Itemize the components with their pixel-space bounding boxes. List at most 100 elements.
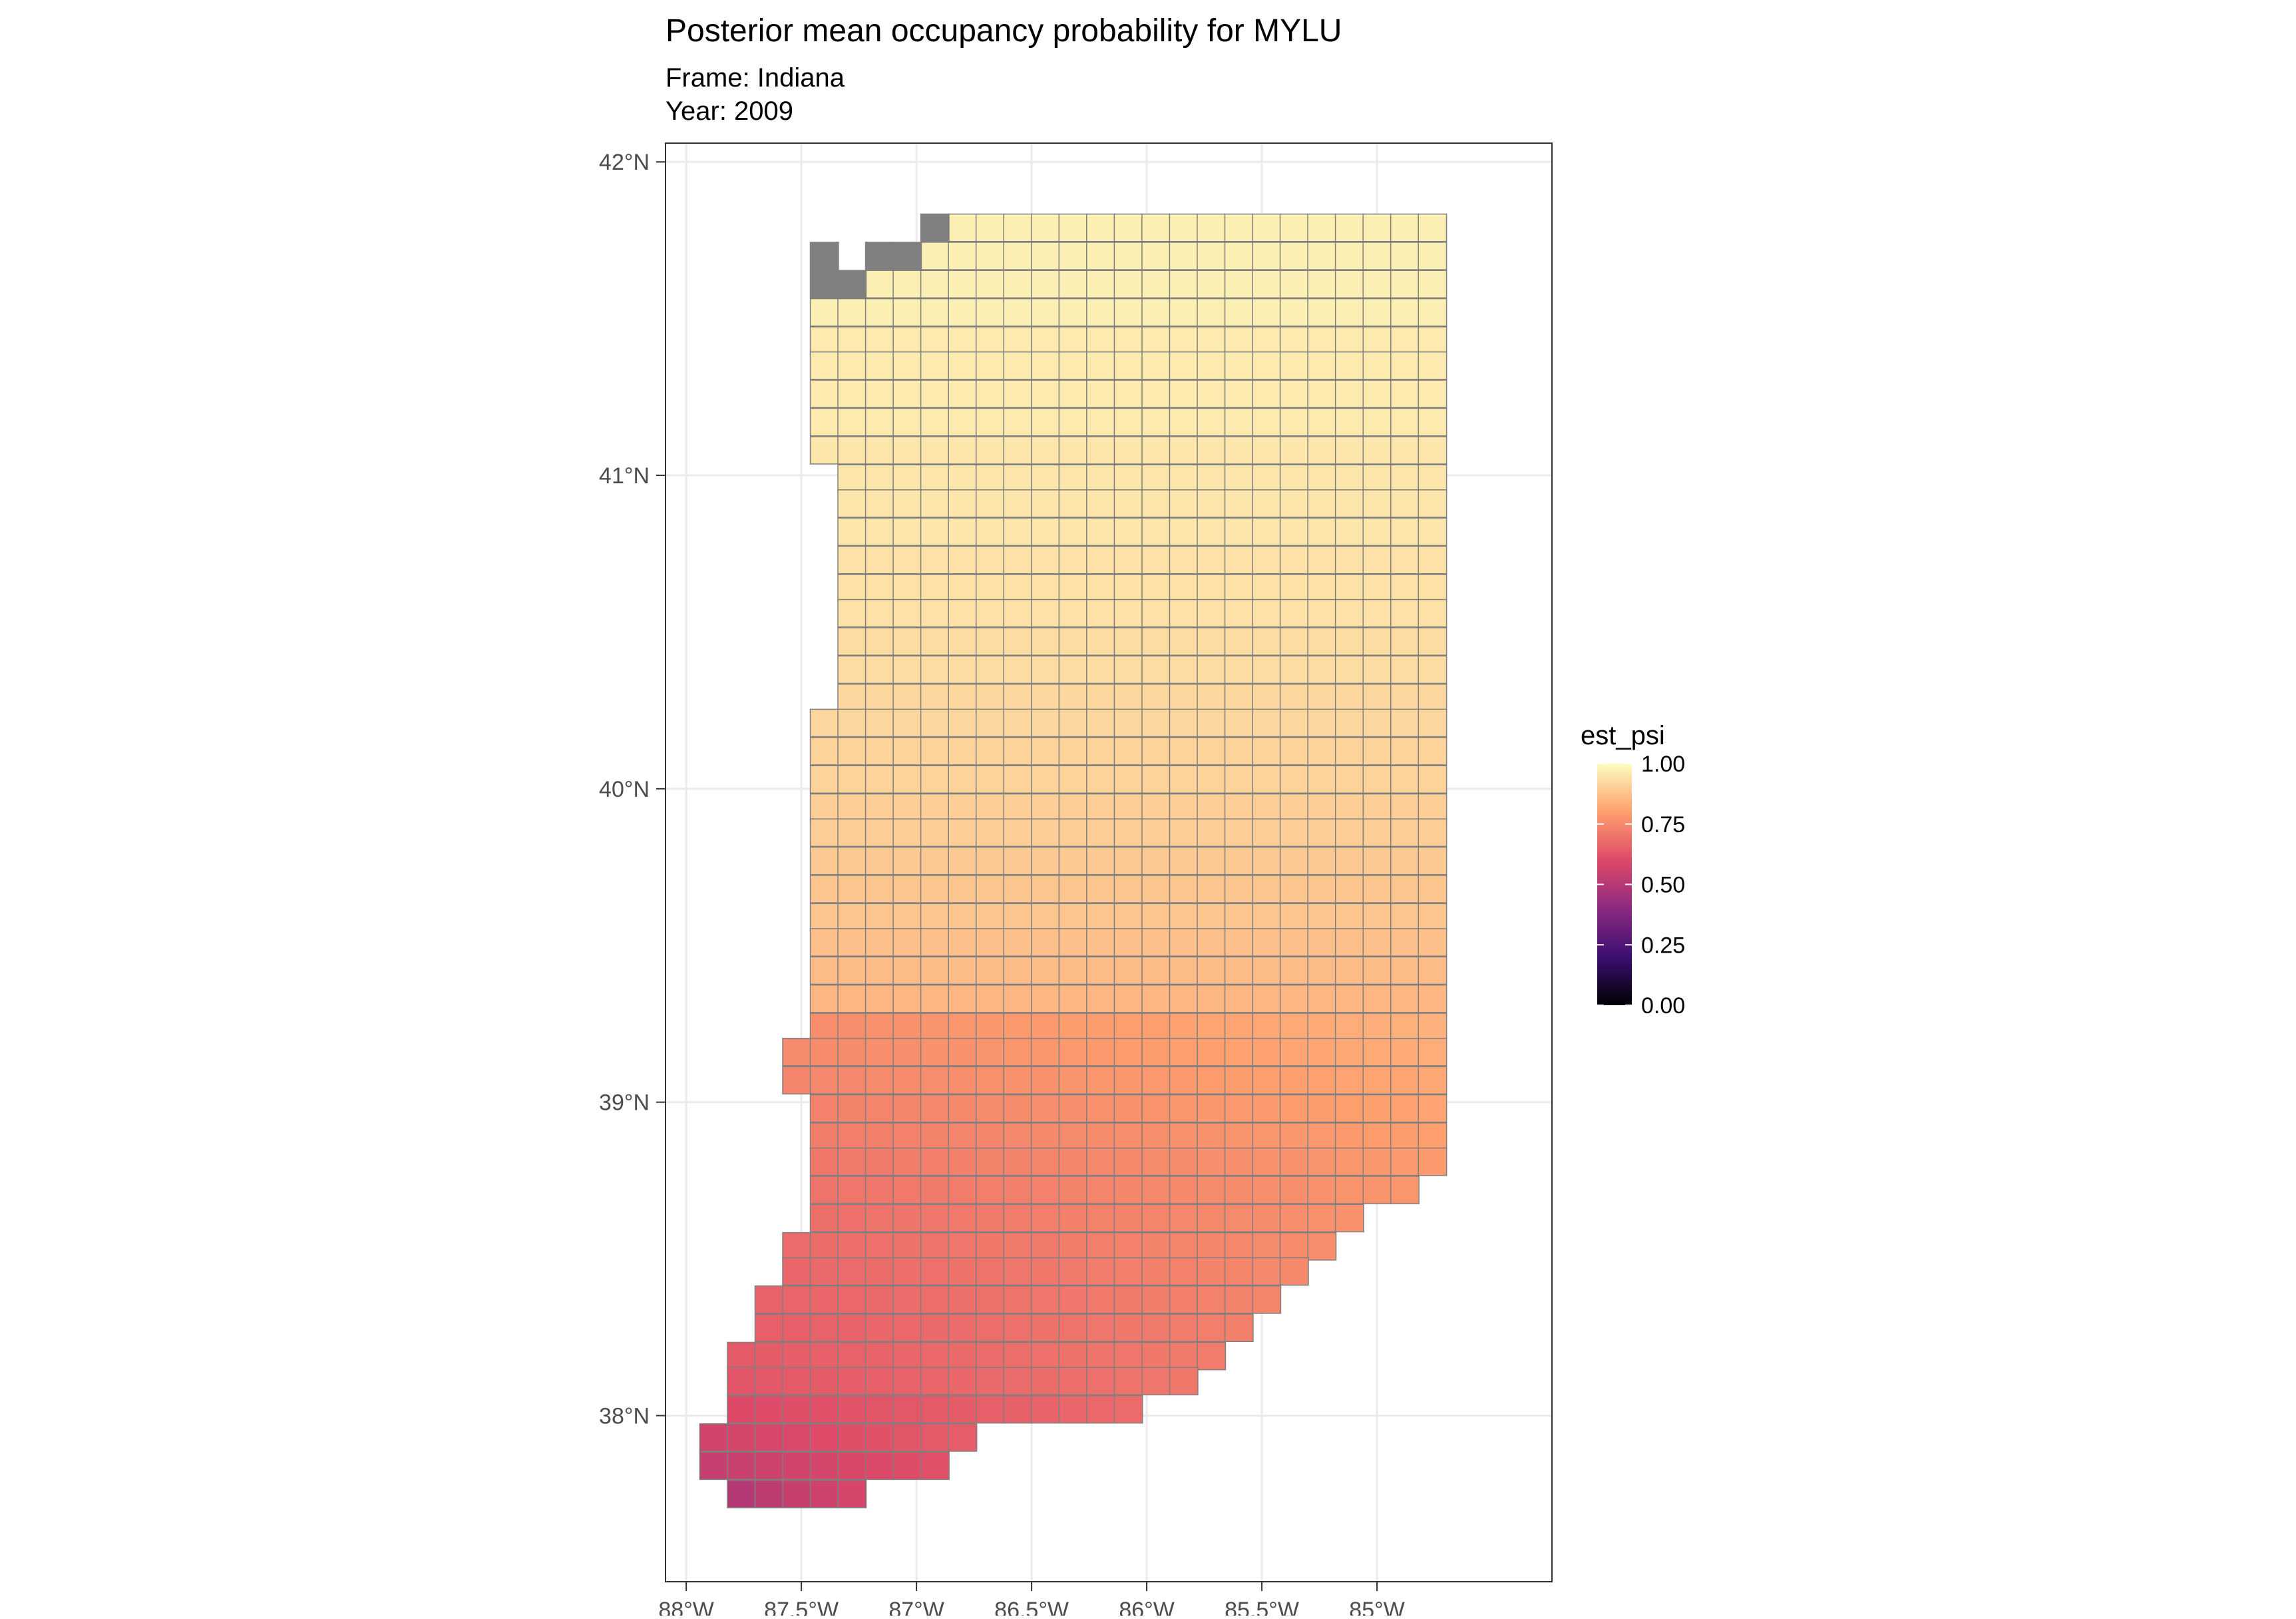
cell-r21-c10 [1086, 793, 1116, 822]
cell-r23-c10 [1086, 846, 1116, 875]
cell-r43-c7 [920, 1395, 950, 1424]
cell-r17-c19 [1362, 683, 1392, 712]
cell-r34-c13 [1169, 1147, 1199, 1176]
cell-r6-c18 [1307, 379, 1337, 408]
cell-r28-c1 [837, 984, 867, 1013]
cell-r3-c0 [809, 298, 839, 327]
cell-r37-c17 [1252, 1232, 1282, 1261]
cell-r5-c10 [1086, 351, 1116, 380]
cell-r20-c16 [1252, 765, 1282, 794]
cell-r33-c6 [975, 1122, 1005, 1151]
cell-r22-c21 [1390, 818, 1420, 847]
cell-r26-c5 [948, 928, 978, 957]
cell-r42-c9 [976, 1367, 1005, 1396]
cell-r10-c0 [837, 489, 867, 518]
cell-r40-c10 [1031, 1313, 1060, 1342]
cell-r5-c9 [1058, 351, 1088, 380]
cell-r1-c8 [1141, 242, 1171, 270]
cell-r3-c20 [1362, 298, 1392, 327]
cell-r28-c19 [1334, 984, 1364, 1013]
cell-r40-c13 [1113, 1313, 1143, 1342]
cell-r14-c6 [1003, 598, 1033, 628]
cell-r8-c2 [864, 436, 894, 465]
cell-r23-c3 [892, 846, 922, 875]
cell-r4-c13 [1169, 326, 1199, 355]
cell-r0-c17 [1418, 213, 1447, 242]
cell-r23-c15 [1224, 846, 1254, 875]
cell-r38-c4 [892, 1257, 922, 1286]
cell-r0-c2 [1003, 213, 1033, 242]
cell-r14-c1 [864, 598, 894, 628]
cell-r44-c8 [920, 1423, 950, 1452]
cell-r1-c14 [1307, 242, 1337, 270]
cell-r44-c3 [782, 1423, 812, 1452]
cell-r36-c9 [1058, 1204, 1088, 1233]
cell-r2-c16 [1307, 270, 1337, 299]
cell-r37-c4 [892, 1232, 922, 1261]
cell-r9-c14 [1224, 464, 1254, 493]
cell-r27-c19 [1334, 956, 1364, 985]
cell-r29-c19 [1334, 1013, 1364, 1042]
cell-r10-c12 [1169, 489, 1199, 518]
cell-r1-c18 [1418, 242, 1447, 270]
cell-r26-c2 [864, 928, 894, 957]
cell-r41-c13 [1086, 1341, 1116, 1371]
cell-r41-c17 [1197, 1341, 1227, 1371]
cell-r38-c7 [976, 1257, 1005, 1286]
cell-r24-c10 [1086, 875, 1116, 903]
cell-r13-c8 [1058, 574, 1088, 602]
cell-r33-c17 [1279, 1122, 1309, 1151]
cell-r8-c13 [1169, 436, 1199, 465]
cell-r2-c3 [948, 270, 978, 299]
cell-r7-c6 [975, 407, 1005, 437]
cell-r12-c11 [1141, 545, 1171, 575]
cell-r3-c14 [1197, 298, 1227, 327]
cell-r45-c1 [727, 1451, 757, 1481]
cell-r0-c1 [975, 213, 1005, 242]
cell-r7-c13 [1169, 407, 1199, 437]
cell-r42-c16 [1169, 1367, 1199, 1396]
cell-r18-c4 [920, 708, 950, 738]
cell-r15-c21 [1418, 627, 1447, 656]
cell-r7-c15 [1224, 407, 1254, 437]
cell-r3-c21 [1390, 298, 1420, 327]
cell-r18-c19 [1334, 708, 1364, 738]
cell-r24-c18 [1307, 875, 1337, 903]
cell-r21-c13 [1169, 793, 1199, 822]
cell-r43-c5 [864, 1395, 894, 1424]
cell-r14-c18 [1334, 598, 1364, 628]
cell-r33-c21 [1390, 1122, 1420, 1151]
cell-r17-c16 [1279, 683, 1309, 712]
legend-title: est_psi [1581, 721, 1665, 750]
cell-r23-c8 [1031, 846, 1060, 875]
cell-r5-c14 [1197, 351, 1227, 380]
cell-r29-c2 [864, 1013, 894, 1042]
cell-r37-c11 [1086, 1232, 1116, 1261]
cell-r42-c7 [920, 1367, 950, 1396]
cell-r18-c3 [892, 708, 922, 738]
cell-r7-c22 [1418, 407, 1447, 437]
cell-r21-c2 [864, 793, 894, 822]
cell-r44-c6 [864, 1423, 894, 1452]
cell-r17-c8 [1058, 683, 1088, 712]
cell-r30-c16 [1224, 1037, 1254, 1066]
cell-r8-c19 [1334, 436, 1364, 465]
cell-r41-c3 [809, 1341, 839, 1371]
cell-r27-c11 [1113, 956, 1143, 985]
cell-r26-c9 [1058, 928, 1088, 957]
cell-r39-c8 [976, 1285, 1005, 1314]
cell-r11-c3 [920, 517, 950, 547]
cell-r31-c11 [1086, 1066, 1116, 1095]
cell-r11-c12 [1169, 517, 1199, 547]
cell-r35-c8 [1031, 1176, 1060, 1204]
cell-r0-c11 [1252, 213, 1282, 242]
cell-r21-c15 [1224, 793, 1254, 822]
cell-r10-c8 [1058, 489, 1088, 518]
cell-r31-c6 [948, 1066, 978, 1095]
cell-r10-c18 [1334, 489, 1364, 518]
cell-r39-c16 [1197, 1285, 1227, 1314]
cell-r7-c21 [1390, 407, 1420, 437]
cell-r14-c0 [837, 598, 867, 628]
cell-r17-c11 [1141, 683, 1171, 712]
cell-r7-c10 [1086, 407, 1116, 437]
